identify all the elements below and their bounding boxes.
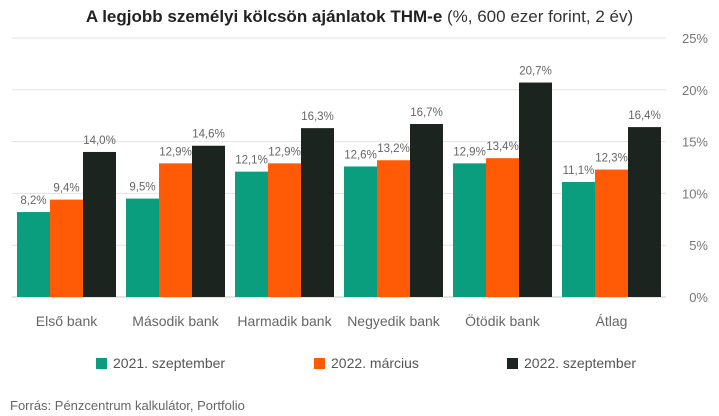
bar-otodik-bank-2022-marcius (486, 158, 519, 297)
category-label-masodik-bank: Második bank (132, 313, 219, 329)
chart-title-main: A legjobb személyi kölcsön ajánlatok THM… (85, 7, 443, 26)
category-label-elso-bank: Első bank (36, 313, 98, 329)
bar-masodik-bank-2022-szeptember (192, 145, 225, 297)
legend-label: 2022. szeptember (524, 355, 637, 371)
source-note: Forrás: Pénzcentrum kalkulátor, Portfoli… (10, 398, 245, 413)
bar-negyedik-bank-2022-szeptember (410, 123, 443, 297)
data-label-masodik-bank-2021-szeptember: 9,5% (129, 182, 155, 194)
data-label-atlag-2022-szeptember: 16,4% (628, 110, 661, 122)
data-label-elso-bank-2022-marcius: 9,4% (53, 183, 79, 195)
y-tick-label-25: 25% (682, 31, 708, 46)
legend-swatch (314, 357, 325, 369)
data-label-atlag-2022-marcius: 12,3% (595, 153, 628, 165)
data-label-negyedik-bank-2021-szeptember: 12,6% (344, 149, 377, 161)
legend-item-2022-szeptember: 2022. szeptember (507, 355, 636, 371)
data-label-elso-bank-2022-szeptember: 14,0% (83, 135, 116, 147)
chart-title: A legjobb személyi kölcsön ajánlatok THM… (0, 7, 719, 27)
bar-otodik-bank-2022-szeptember (519, 82, 552, 297)
chart-title-subtitle: (%, 600 ezer forint, 2 év) (442, 7, 634, 26)
legend-item-2021-szeptember: 2021. szeptember (96, 355, 225, 371)
y-tick-label-5: 5% (689, 238, 708, 253)
data-label-harmadik-bank-2021-szeptember: 12,1% (235, 155, 268, 167)
bar-atlag-2022-marcius (595, 169, 628, 297)
y-tick-label-0: 0% (689, 290, 708, 305)
data-label-harmadik-bank-2022-marcius: 12,9% (268, 146, 301, 158)
data-label-atlag-2021-szeptember: 11,1% (563, 165, 595, 177)
data-label-otodik-bank-2021-szeptember: 12,9% (453, 146, 486, 158)
legend-item-2022-marcius: 2022. március (314, 355, 419, 371)
bar-harmadik-bank-2022-marcius (268, 163, 301, 297)
bar-negyedik-bank-2021-szeptember (344, 166, 377, 297)
bar-atlag-2021-szeptember (562, 182, 595, 297)
data-label-otodik-bank-2022-szeptember: 20,7% (519, 66, 552, 78)
legend-swatch (507, 357, 518, 369)
data-label-otodik-bank-2022-marcius: 13,4% (486, 141, 519, 153)
data-label-masodik-bank-2022-marcius: 12,9% (159, 146, 192, 158)
category-label-negyedik-bank: Negyedik bank (347, 313, 441, 329)
data-label-negyedik-bank-2022-szeptember: 16,7% (410, 107, 443, 119)
bar-negyedik-bank-2022-marcius (377, 160, 410, 297)
y-tick-label-15: 15% (682, 135, 708, 150)
category-label-atlag: Átlag (596, 313, 628, 329)
bar-elso-bank-2022-marcius (50, 199, 83, 297)
bar-otodik-bank-2021-szeptember (453, 163, 486, 297)
legend: 2021. szeptember 2022. március 2022. szept… (0, 355, 719, 375)
data-label-elso-bank-2021-szeptember: 8,2% (20, 195, 46, 207)
y-tick-label-20: 20% (682, 83, 708, 98)
legend-swatch (96, 357, 107, 369)
category-label-otodik-bank: Ötödik bank (465, 312, 541, 329)
legend-label: 2022. március (331, 355, 419, 371)
bar-masodik-bank-2021-szeptember (126, 198, 159, 297)
bar-elso-bank-2021-szeptember (17, 212, 50, 297)
legend-label: 2021. szeptember (113, 355, 226, 371)
bar-atlag-2022-szeptember (628, 127, 661, 297)
y-tick-label-10: 10% (682, 186, 708, 201)
category-label-harmadik-bank: Harmadik bank (237, 313, 332, 329)
data-label-masodik-bank-2022-szeptember: 14,6% (192, 129, 225, 141)
bar-harmadik-bank-2022-szeptember (301, 128, 334, 297)
data-label-harmadik-bank-2022-szeptember: 16,3% (301, 111, 334, 123)
bar-harmadik-bank-2021-szeptember (235, 171, 268, 297)
data-label-negyedik-bank-2022-marcius: 13,2% (377, 143, 410, 155)
bar-elso-bank-2022-szeptember (83, 151, 116, 297)
bar-masodik-bank-2022-marcius (159, 163, 192, 297)
